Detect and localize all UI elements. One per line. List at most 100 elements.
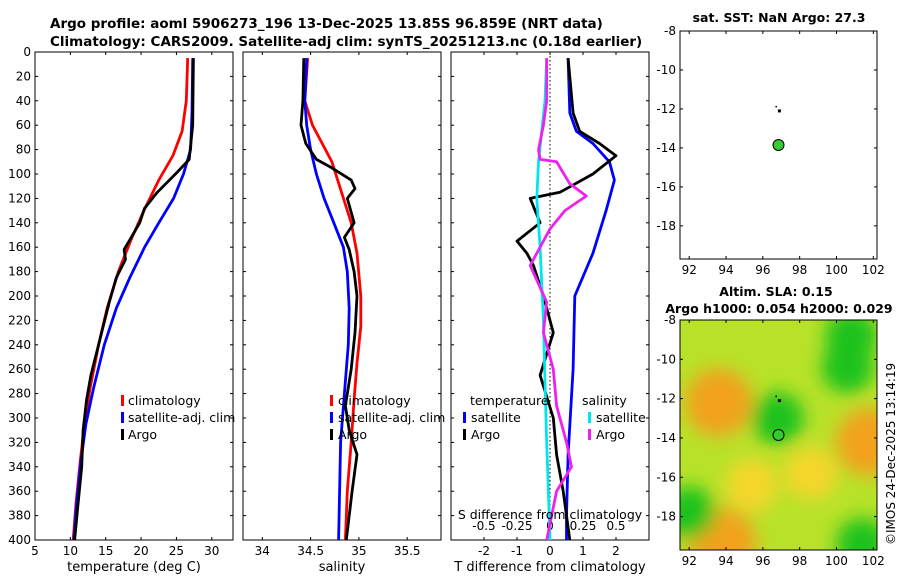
salinity-xlabel: salinity [319, 560, 366, 575]
legend-diff-salinity: salinity [582, 393, 627, 408]
map-frame [679, 319, 878, 551]
x-tick-label: 100 [825, 554, 848, 568]
sst-map-title: sat. SST: NaN Argo: 27.3 [693, 10, 866, 25]
x-tick-label: 1 [579, 544, 587, 558]
track-dot [775, 395, 777, 398]
header-line2: Climatology: CARS2009. Satellite-adj cli… [50, 34, 642, 50]
y-tick-label: 280 [8, 387, 31, 401]
x-tick-label: -1 [511, 544, 523, 558]
legend-sal-satellite: satellite-adj. clim [338, 410, 445, 425]
track-dot [777, 109, 781, 113]
x-tick-label: 92 [682, 554, 697, 568]
x-tick-label: 92 [682, 263, 697, 277]
y-tick-label: -16 [656, 470, 676, 484]
y-tick-label: -14 [656, 431, 676, 445]
y-tick-label: -12 [656, 392, 676, 406]
legend-diff-sal-satellite: satellite [596, 410, 646, 425]
x2-tick-label: -0.5 [472, 519, 495, 533]
x-tick-label: 102 [862, 554, 885, 568]
x-tick-label: 35 [351, 544, 366, 558]
series-group [71, 58, 195, 540]
y-tick-label: 0 [23, 45, 31, 59]
legend-sal-argo: Argo [338, 427, 367, 442]
y-tick-label: 400 [8, 533, 31, 547]
header-line1: Argo profile: aoml 5906273_196 13-Dec-20… [50, 16, 603, 32]
argo-position-marker [772, 139, 785, 151]
legend-swatch-climatology [121, 395, 124, 406]
x-tick-label: 15 [98, 544, 113, 558]
legend-swatch-argo [121, 429, 124, 440]
x2-tick-label: 0.5 [606, 519, 625, 533]
series-satellite-adj-clim [303, 58, 351, 540]
legend-diff-temperature: temperature [470, 393, 549, 408]
y-tick-label: -10 [656, 352, 676, 366]
salinity-legend: climatology satellite-adj. clim Argo [330, 393, 445, 442]
x-tick-label: 102 [862, 263, 885, 277]
legend-swatch-satellite [330, 412, 333, 423]
y-tick-label: 340 [8, 460, 31, 474]
plot-frame [242, 51, 442, 541]
legend-diff-sal-argo: Argo [596, 427, 625, 442]
y-tick-label: 60 [16, 118, 31, 132]
y-tick-label: 200 [8, 289, 31, 303]
x-tick-label: 98 [792, 263, 807, 277]
x-tick-label: 35.5 [394, 544, 421, 558]
x-tick-label: 30 [204, 544, 219, 558]
sla-heat-group [680, 320, 877, 550]
sla-blob-low [836, 518, 877, 550]
diff-x2label: S difference from climatology [458, 507, 643, 522]
legend-temp-argo: Argo [128, 427, 157, 442]
sla-blob-low [751, 392, 804, 445]
legend-swatch-sal-satellite [588, 412, 591, 423]
sla-blob-high [835, 407, 877, 476]
legend-diff-temp-argo: Argo [471, 427, 500, 442]
legend-temp-satellite: satellite-adj. clim [128, 410, 235, 425]
y-tick-label: 360 [8, 484, 31, 498]
y-tick-label: -18 [656, 510, 676, 524]
sla-blob-moderate [784, 447, 837, 500]
salinity-panel: 34 34.5 35 35.5 [242, 51, 442, 558]
temperature-xlabel: temperature (deg C) [67, 560, 201, 575]
y-tick-label: -8 [664, 24, 676, 38]
x-tick-label: 2 [612, 544, 620, 558]
x-tick-label: 34.5 [297, 544, 324, 558]
difference-legend: temperature satellite Argo salinity sate… [463, 393, 646, 442]
x-tick-label: 96 [755, 263, 770, 277]
x-tick-label: 0 [546, 544, 554, 558]
legend-swatch-temp-satellite [463, 412, 466, 423]
x-tick-label: 20 [133, 544, 148, 558]
x-tick-label: 25 [169, 544, 184, 558]
x-tick-label: 5 [31, 544, 39, 558]
x-tick-label: 94 [718, 263, 733, 277]
temperature-panel: 0 20 40 60 80 100 120 140 160 180 200 220 240 260 280 3… [8, 45, 234, 558]
y-tick-label: 220 [8, 313, 31, 327]
sla-map-subtitle: Argo h1000: 0.054 h2000: 0.029 [665, 301, 892, 316]
series-salinity-argo [528, 58, 588, 540]
y-tick-label: -12 [656, 102, 676, 116]
y-tick-label: 260 [8, 362, 31, 376]
y-tick-label: -10 [656, 63, 676, 77]
x-tick-label: -2 [478, 544, 490, 558]
x-tick-label: 94 [718, 554, 733, 568]
sla-map-panel: 92 94 96 98 100 102 -8 -10 -12 -14 -16 -18 [656, 313, 885, 568]
imos-timestamp: ©IMOS 24-Dec-2025 13:14:19 [884, 363, 898, 545]
y-tick-label: 120 [8, 191, 31, 205]
sla-blob-high [684, 368, 753, 437]
argo-position-marker [772, 429, 785, 441]
sla-map-title: Altim. SLA: 0.15 [719, 284, 832, 299]
x-tick-label: 10 [63, 544, 78, 558]
y-tick-label: 20 [16, 69, 31, 83]
series-argo [73, 58, 195, 540]
legend-swatch-sal-argo [588, 429, 591, 440]
y-tick-label: 100 [8, 167, 31, 181]
y-tick-label: 180 [8, 265, 31, 279]
y-tick-label: -18 [656, 219, 676, 233]
y-tick-label: -8 [664, 313, 676, 327]
x-tick-label: 100 [825, 263, 848, 277]
y-tick-label: 240 [8, 338, 31, 352]
sla-blob-low [825, 320, 877, 362]
x2-tick-label: 0.25 [570, 519, 597, 533]
temperature-legend: climatology satellite-adj. clim Argo [121, 393, 235, 442]
series-argo [299, 58, 359, 540]
